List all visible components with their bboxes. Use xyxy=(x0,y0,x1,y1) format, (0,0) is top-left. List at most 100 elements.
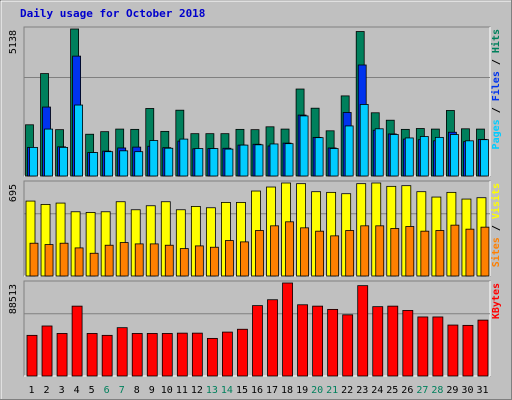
pages-bar-day-13 xyxy=(209,148,219,177)
pages-bar-day-27 xyxy=(419,136,429,177)
sites-bar-day-6 xyxy=(104,244,114,277)
x-tick-day-8: 8 xyxy=(134,385,140,396)
x-tick-day-4: 4 xyxy=(74,385,80,396)
legend-hits: Hits xyxy=(490,29,502,53)
sites-bar-day-8 xyxy=(134,243,144,277)
sites-bar-day-24 xyxy=(375,225,385,277)
x-tick-day-20: 20 xyxy=(311,385,323,396)
sites-bar-day-17 xyxy=(270,225,279,277)
x-tick-day-11: 11 xyxy=(176,385,188,396)
sites-bar-day-3 xyxy=(59,242,69,277)
pages-bar-day-10 xyxy=(164,147,174,177)
kbytes-bar-day-27 xyxy=(417,316,429,377)
pages-bar-day-21 xyxy=(329,148,339,177)
x-tick-day-5: 5 xyxy=(89,385,95,396)
legend-separator: / xyxy=(491,219,502,237)
kbytes-bar-day-13 xyxy=(206,337,218,377)
pages-bar-day-16 xyxy=(254,144,264,177)
pages-bar-day-31 xyxy=(480,139,489,177)
kbytes-bar-day-15 xyxy=(237,328,248,377)
pages-bar-day-14 xyxy=(224,148,234,177)
y-legend-1: Pages / Files / Hits xyxy=(490,29,502,149)
pages-bar-day-24 xyxy=(374,128,384,177)
kbytes-bar-day-21 xyxy=(327,308,339,377)
sites-bar-day-29 xyxy=(450,224,460,277)
kbytes-bar-day-25 xyxy=(387,305,399,377)
kbytes-bar-day-1 xyxy=(26,334,38,377)
pages-bar-day-8 xyxy=(134,151,144,177)
x-tick-day-10: 10 xyxy=(161,385,173,396)
kbytes-bar-day-20 xyxy=(312,305,324,377)
pages-bar-day-12 xyxy=(194,148,204,177)
pages-bar-day-19 xyxy=(299,115,309,177)
y-legend-3: KBytes xyxy=(491,283,502,319)
x-tick-day-6: 6 xyxy=(104,385,110,396)
kbytes-bar-day-9 xyxy=(146,333,158,377)
x-tick-day-29: 29 xyxy=(446,385,458,396)
pages-bar-day-6 xyxy=(104,151,114,177)
legend-sites: Sites xyxy=(490,237,502,267)
sites-bar-day-14 xyxy=(225,240,234,277)
pages-bar-day-15 xyxy=(239,144,249,177)
pages-bar-day-5 xyxy=(89,152,99,177)
sites-bar-day-16 xyxy=(255,230,264,277)
kbytes-bar-day-19 xyxy=(297,304,308,377)
sites-bar-day-21 xyxy=(330,235,340,277)
sites-bar-day-26 xyxy=(405,226,415,277)
legend-files: Files xyxy=(490,71,502,101)
sites-bar-day-20 xyxy=(315,230,325,277)
sites-bar-day-30 xyxy=(465,228,475,277)
pages-bar-day-7 xyxy=(119,150,129,177)
sites-bar-day-13 xyxy=(209,246,219,277)
pages-bar-day-26 xyxy=(404,137,414,177)
y-max-label-1: 5138 xyxy=(8,30,19,54)
pages-bar-day-23 xyxy=(359,104,369,177)
sites-bar-day-22 xyxy=(345,230,355,277)
pages-bar-day-20 xyxy=(314,137,324,177)
pages-bar-day-9 xyxy=(149,140,159,177)
sites-bar-day-11 xyxy=(179,248,189,277)
legend-separator: / xyxy=(491,53,502,71)
x-tick-day-2: 2 xyxy=(44,385,50,396)
pages-bar-day-1 xyxy=(29,146,38,177)
kbytes-bar-day-10 xyxy=(161,333,173,377)
legend-separator: / xyxy=(491,101,502,119)
sites-bar-day-23 xyxy=(360,225,370,277)
sites-bar-day-5 xyxy=(89,252,99,277)
x-tick-day-14: 14 xyxy=(221,385,233,396)
kbytes-bar-day-12 xyxy=(191,332,203,377)
x-tick-day-21: 21 xyxy=(326,385,338,396)
legend-kbytes: KBytes xyxy=(491,283,502,319)
kbytes-bar-day-2 xyxy=(41,325,53,377)
sites-bar-day-7 xyxy=(119,242,129,277)
sites-bar-day-12 xyxy=(194,245,204,277)
x-tick-day-24: 24 xyxy=(371,385,383,396)
y-max-label-3: 88513 xyxy=(8,284,19,314)
kbytes-bar-day-17 xyxy=(267,299,278,377)
pages-bar-day-2 xyxy=(44,128,53,177)
pages-bar-day-25 xyxy=(389,134,399,177)
kbytes-bar-day-14 xyxy=(222,331,233,377)
kbytes-bar-day-18 xyxy=(282,282,293,377)
pages-bar-day-4 xyxy=(74,104,83,177)
sites-bar-day-15 xyxy=(240,241,249,277)
x-tick-day-9: 9 xyxy=(149,385,155,396)
x-tick-day-19: 19 xyxy=(296,385,308,396)
x-tick-day-7: 7 xyxy=(119,385,125,396)
pages-bar-day-22 xyxy=(344,125,354,177)
sites-bar-day-19 xyxy=(300,227,309,277)
sites-bar-day-4 xyxy=(74,247,84,277)
kbytes-bar-day-29 xyxy=(447,324,459,377)
sites-bar-day-31 xyxy=(480,226,490,277)
x-tick-day-1: 1 xyxy=(29,385,35,396)
sites-bar-day-9 xyxy=(149,243,159,277)
x-tick-day-15: 15 xyxy=(236,385,248,396)
y-legend-2: Sites / Visits xyxy=(490,183,502,267)
legend-visits: Visits xyxy=(490,183,502,219)
sites-bar-day-10 xyxy=(164,244,174,277)
kbytes-bar-day-24 xyxy=(372,306,384,377)
kbytes-bar-day-22 xyxy=(342,314,354,377)
x-tick-day-27: 27 xyxy=(416,385,428,396)
y-max-label-2: 695 xyxy=(8,184,19,202)
